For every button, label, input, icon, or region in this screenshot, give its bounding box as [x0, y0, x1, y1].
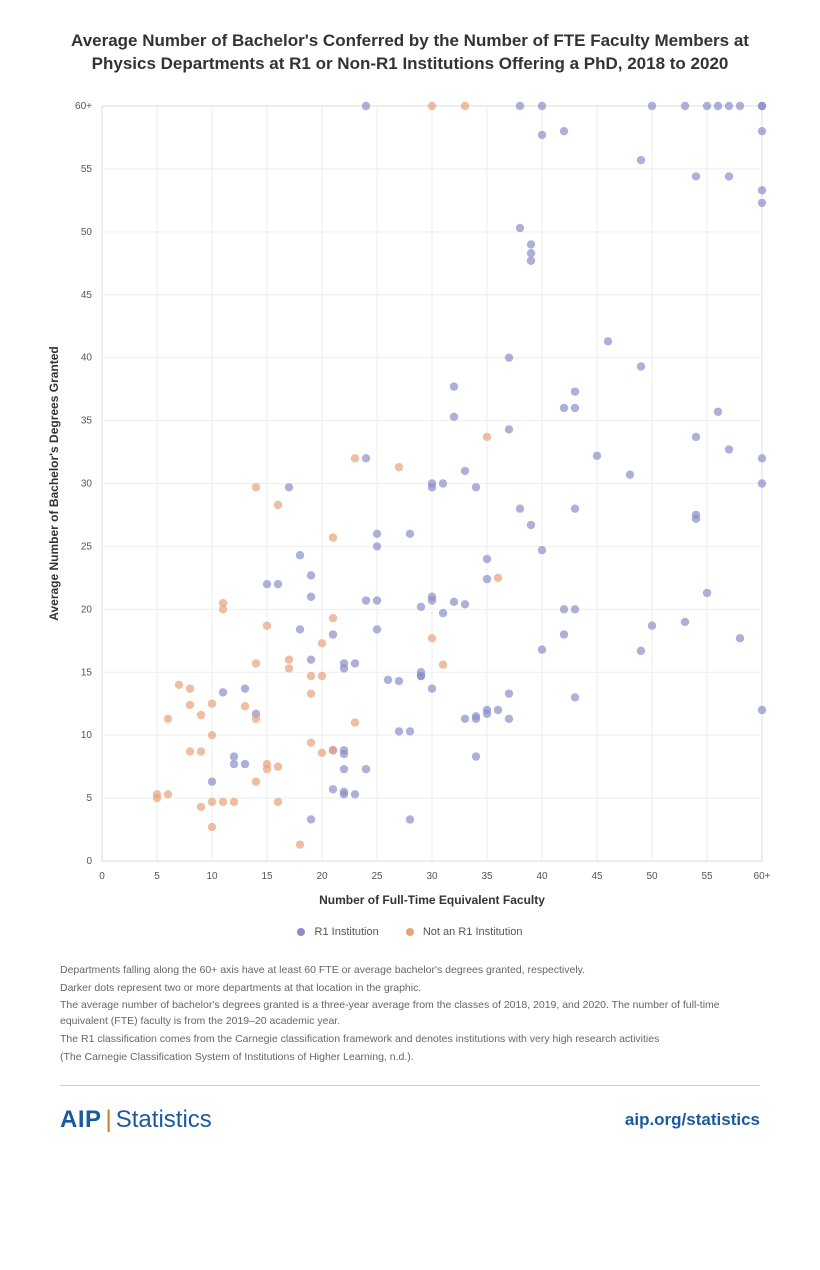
svg-text:5: 5	[86, 793, 92, 804]
chart-title: Average Number of Bachelor's Conferred b…	[40, 30, 780, 76]
svg-text:Number of Full-Time Equivalent: Number of Full-Time Equivalent Faculty	[319, 893, 545, 907]
svg-text:20: 20	[316, 871, 328, 882]
svg-text:40: 40	[81, 353, 93, 364]
svg-text:50: 50	[646, 871, 658, 882]
svg-text:30: 30	[426, 871, 438, 882]
footer: AIP|Statistics aip.org/statistics	[40, 1096, 780, 1144]
svg-text:10: 10	[206, 871, 218, 882]
svg-text:30: 30	[81, 478, 93, 489]
brand-aip: AIP	[60, 1106, 102, 1133]
svg-text:50: 50	[81, 227, 93, 238]
footnote-line: The average number of bachelor's degrees…	[60, 998, 760, 1030]
svg-text:55: 55	[81, 164, 93, 175]
footnote-line: Departments falling along the 60+ axis h…	[60, 963, 760, 979]
footnote-line: (The Carnegie Classification System of I…	[60, 1050, 760, 1066]
svg-text:55: 55	[701, 871, 713, 882]
svg-text:45: 45	[81, 290, 93, 301]
svg-text:Average Number of Bachelor's D: Average Number of Bachelor's Degrees Gra…	[47, 346, 61, 621]
svg-text:25: 25	[371, 871, 383, 882]
svg-text:0: 0	[86, 856, 92, 867]
legend-item-r1: R1 Institution	[297, 926, 378, 938]
svg-text:25: 25	[81, 541, 93, 552]
svg-text:15: 15	[81, 667, 93, 678]
svg-text:20: 20	[81, 604, 93, 615]
svg-text:5: 5	[154, 871, 160, 882]
footnotes: Departments falling along the 60+ axis h…	[60, 963, 760, 1066]
svg-text:0: 0	[99, 871, 105, 882]
legend-label-r1: R1 Institution	[315, 926, 379, 938]
svg-text:10: 10	[81, 730, 93, 741]
svg-text:60+: 60+	[75, 101, 92, 112]
chart-svg: 0 5 10 15 20 25 30 35 40 45 50 55 60+ 0 5 10 15 20 25 30 35 4…	[40, 96, 780, 916]
footer-url: aip.org/statistics	[625, 1110, 760, 1130]
svg-text:40: 40	[536, 871, 548, 882]
svg-text:35: 35	[81, 415, 93, 426]
svg-text:15: 15	[261, 871, 273, 882]
brand-logo: AIP|Statistics	[60, 1106, 212, 1134]
svg-text:45: 45	[591, 871, 603, 882]
footnote-line: Darker dots represent two or more depart…	[60, 981, 760, 997]
brand-divider: |	[106, 1106, 112, 1133]
legend-dot-non-r1	[406, 928, 414, 936]
svg-text:35: 35	[481, 871, 493, 882]
brand-stats: Statistics	[116, 1106, 212, 1133]
footer-rule	[60, 1085, 760, 1086]
scatter-chart: 0 5 10 15 20 25 30 35 40 45 50 55 60+ 0 5 10 15 20 25 30 35 4…	[40, 96, 780, 916]
legend-dot-r1	[297, 928, 305, 936]
legend: R1 Institution Not an R1 Institution	[40, 926, 780, 938]
legend-label-non-r1: Not an R1 Institution	[423, 926, 523, 938]
footnote-line: The R1 classification comes from the Car…	[60, 1032, 760, 1048]
legend-item-non-r1: Not an R1 Institution	[406, 926, 523, 938]
svg-text:60+: 60+	[754, 871, 771, 882]
